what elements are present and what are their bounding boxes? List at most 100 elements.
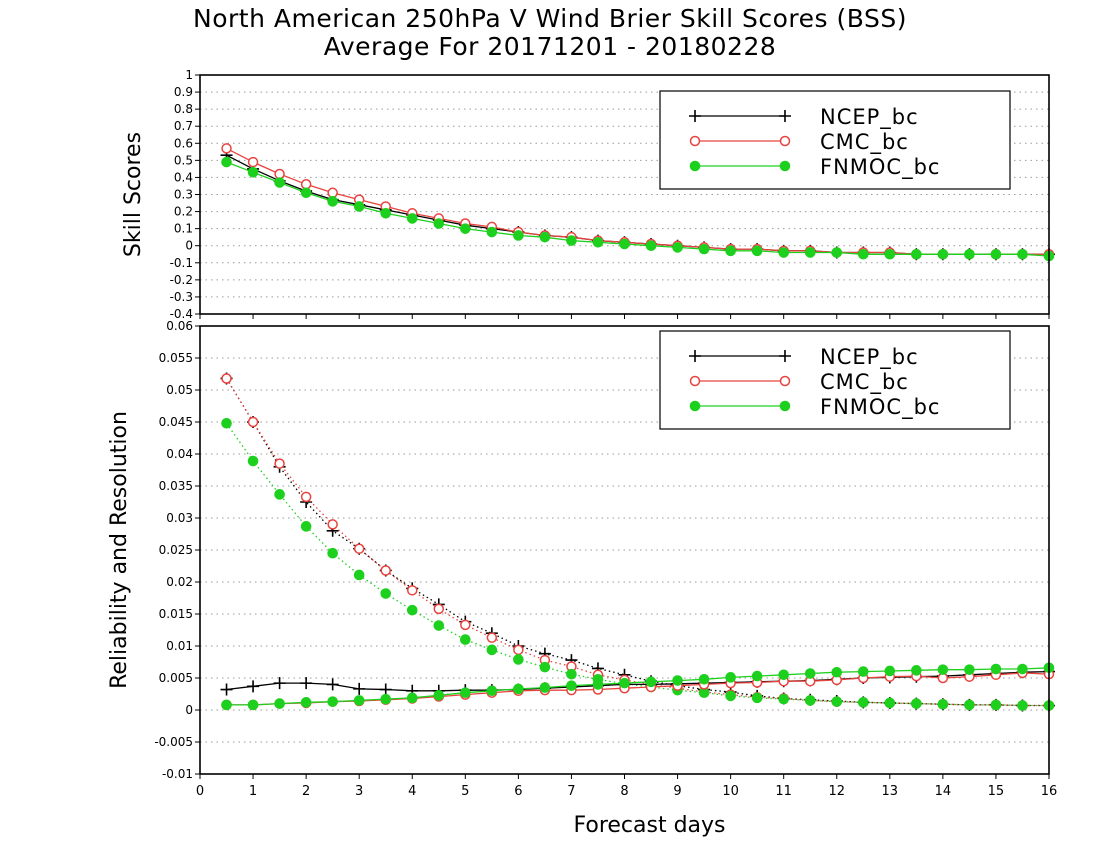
data-point xyxy=(698,243,710,255)
data-point xyxy=(433,603,445,615)
legend-marker xyxy=(689,135,701,147)
legend-marker xyxy=(689,160,701,172)
y-tick-label: 0.06 xyxy=(166,319,193,333)
data-point xyxy=(804,695,816,706)
y-tick-label: 0.1 xyxy=(174,222,193,236)
x-tick-label: 7 xyxy=(567,784,575,799)
data-point xyxy=(857,697,869,708)
data-point xyxy=(274,177,285,188)
data-point xyxy=(221,417,232,429)
x-tick-label: 9 xyxy=(673,784,681,799)
data-point xyxy=(327,547,338,559)
legend-label: CMC_bc xyxy=(820,370,909,395)
data-point xyxy=(380,565,391,576)
data-point xyxy=(247,680,260,693)
data-point xyxy=(937,248,949,260)
data-point xyxy=(911,665,922,676)
data-point xyxy=(327,187,338,199)
data-point xyxy=(990,699,1002,711)
x-tick-label: 1 xyxy=(249,784,257,799)
data-point xyxy=(433,620,445,631)
legend-entry-NCEP_bc: NCEP_bc xyxy=(689,345,919,370)
data-point xyxy=(725,245,736,257)
data-point xyxy=(751,670,763,682)
legend-label: NCEP_bc xyxy=(820,345,919,370)
data-point xyxy=(353,682,366,695)
y-tick-label: 0.005 xyxy=(159,671,193,685)
x-tick-label: 10 xyxy=(722,784,739,799)
y-tick-label: 0.055 xyxy=(159,351,193,365)
data-point xyxy=(379,683,392,696)
y-tick-label: -0.1 xyxy=(170,256,193,270)
y-tick-label: -0.2 xyxy=(170,273,193,287)
y-tick-label: 0.8 xyxy=(174,102,193,116)
data-point xyxy=(513,644,524,656)
data-point xyxy=(433,689,445,701)
data-point xyxy=(937,664,949,675)
data-point xyxy=(221,143,232,154)
data-point xyxy=(725,672,736,683)
legend-entry-FNMOC_bc: FNMOC_bc xyxy=(689,155,939,180)
y-tick-label: -0.01 xyxy=(162,767,193,781)
data-point xyxy=(274,489,285,500)
legend-label: CMC_bc xyxy=(820,130,909,155)
y-tick-label: 0.5 xyxy=(174,153,193,167)
data-point xyxy=(486,226,498,238)
legend-marker xyxy=(779,110,791,122)
data-point xyxy=(460,619,471,631)
y-tick-label: 0.03 xyxy=(166,511,193,525)
series-line xyxy=(225,422,1049,707)
legend-marker xyxy=(689,350,701,362)
legend-marker xyxy=(689,375,701,387)
data-point xyxy=(247,699,259,711)
y-tick-label: 0.035 xyxy=(159,479,193,493)
series-FNMOC_bc-reliability xyxy=(221,662,1055,711)
chart-title: North American 250hPa V Wind Brier Skill… xyxy=(193,4,907,33)
data-point xyxy=(460,687,471,699)
x-tick-label: 6 xyxy=(514,784,522,799)
y-axis-label: Skill Scores xyxy=(121,132,146,257)
x-axis-label: Forecast days xyxy=(573,813,725,838)
y-tick-label: -0.4 xyxy=(170,307,193,321)
data-point xyxy=(964,248,975,260)
x-tick-label: 11 xyxy=(775,784,792,799)
data-point xyxy=(486,685,498,697)
data-point xyxy=(964,664,975,675)
data-point xyxy=(486,632,498,643)
data-point xyxy=(831,696,843,707)
x-tick-label: 3 xyxy=(355,784,363,799)
data-point xyxy=(804,668,816,679)
legend-label: FNMOC_bc xyxy=(820,395,940,420)
data-point xyxy=(406,604,418,616)
data-point xyxy=(778,247,789,258)
data-point xyxy=(1017,663,1028,675)
data-point xyxy=(300,677,313,690)
legend-entry-CMC_bc: CMC_bc xyxy=(689,370,909,395)
data-point xyxy=(619,677,630,689)
x-tick-label: 12 xyxy=(828,784,845,799)
x-tick-label: 14 xyxy=(935,784,952,799)
data-point xyxy=(619,238,630,250)
legend-marker xyxy=(779,375,791,387)
data-point xyxy=(407,585,418,596)
legend-label: NCEP_bc xyxy=(820,105,919,130)
y-tick-label: -0.3 xyxy=(170,290,193,304)
y-tick-label: 0 xyxy=(185,239,193,253)
data-point xyxy=(513,230,524,241)
data-point xyxy=(353,695,365,706)
x-tick-label: 4 xyxy=(408,784,416,799)
data-point xyxy=(725,690,736,702)
data-point xyxy=(857,666,869,677)
data-point xyxy=(300,697,312,708)
data-point xyxy=(300,187,312,199)
y-tick-label: 0.04 xyxy=(166,447,193,461)
data-point xyxy=(300,179,312,190)
data-point xyxy=(751,245,763,257)
data-point xyxy=(247,156,259,168)
data-point xyxy=(778,669,789,681)
y-tick-label: 1 xyxy=(185,68,193,82)
legend-marker xyxy=(779,160,791,172)
data-point xyxy=(380,207,392,219)
